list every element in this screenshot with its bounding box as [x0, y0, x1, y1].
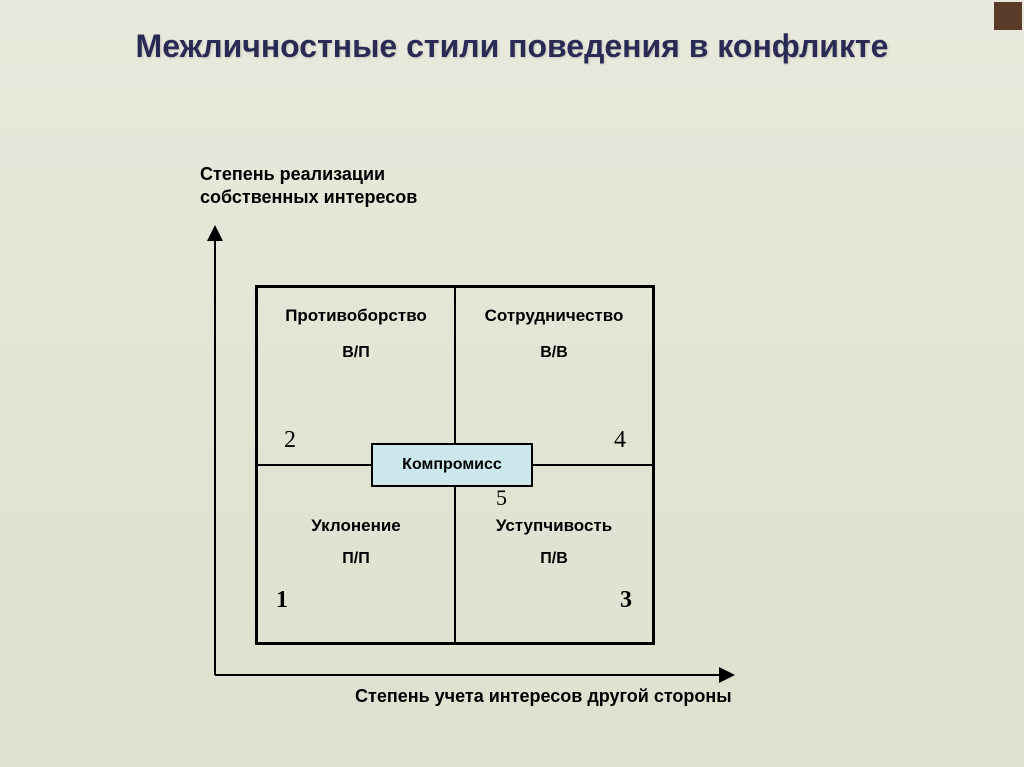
quadrant-cell: Противоборство В/П 2 — [257, 287, 455, 465]
y-axis-label: Степень реализации собственных интересов — [200, 163, 417, 210]
slide-title: Межличностные стили поведения в конфликт… — [0, 0, 1024, 68]
quadrant-title: Противоборство — [258, 306, 454, 326]
quadrant-code: П/В — [456, 550, 652, 568]
quadrant-title: Уклонение — [258, 516, 454, 536]
quadrant-title: Уступчивость — [456, 516, 652, 536]
quadrant-number: 1 — [276, 587, 288, 614]
y-axis-label-line1: Степень реализации — [200, 164, 385, 184]
quadrant-title: Сотрудничество — [456, 306, 652, 326]
corner-decoration — [994, 2, 1022, 30]
quadrant-code: П/П — [258, 550, 454, 568]
quadrant-number: 3 — [620, 587, 632, 614]
center-label: Компромисс — [373, 456, 531, 474]
quadrant-cell: Сотрудничество В/В 4 — [455, 287, 653, 465]
quadrant-cell: Уступчивость П/В 3 — [455, 465, 653, 643]
x-axis-arrow — [719, 667, 735, 683]
center-compromise-box: Компромисс 5 — [371, 443, 533, 487]
diagram-area: Противоборство В/П 2 Сотрудничество В/В 4 Укло… — [195, 225, 755, 725]
y-axis-arrow — [207, 225, 223, 241]
quadrant-cell: Уклонение П/П 1 — [257, 465, 455, 643]
quadrant-number: 2 — [284, 427, 296, 454]
quadrant-number: 4 — [614, 427, 626, 454]
quadrant-code: В/П — [258, 344, 454, 362]
y-axis-label-line2: собственных интересов — [200, 187, 417, 207]
center-number: 5 — [496, 485, 507, 511]
quadrant-code: В/В — [456, 344, 652, 362]
